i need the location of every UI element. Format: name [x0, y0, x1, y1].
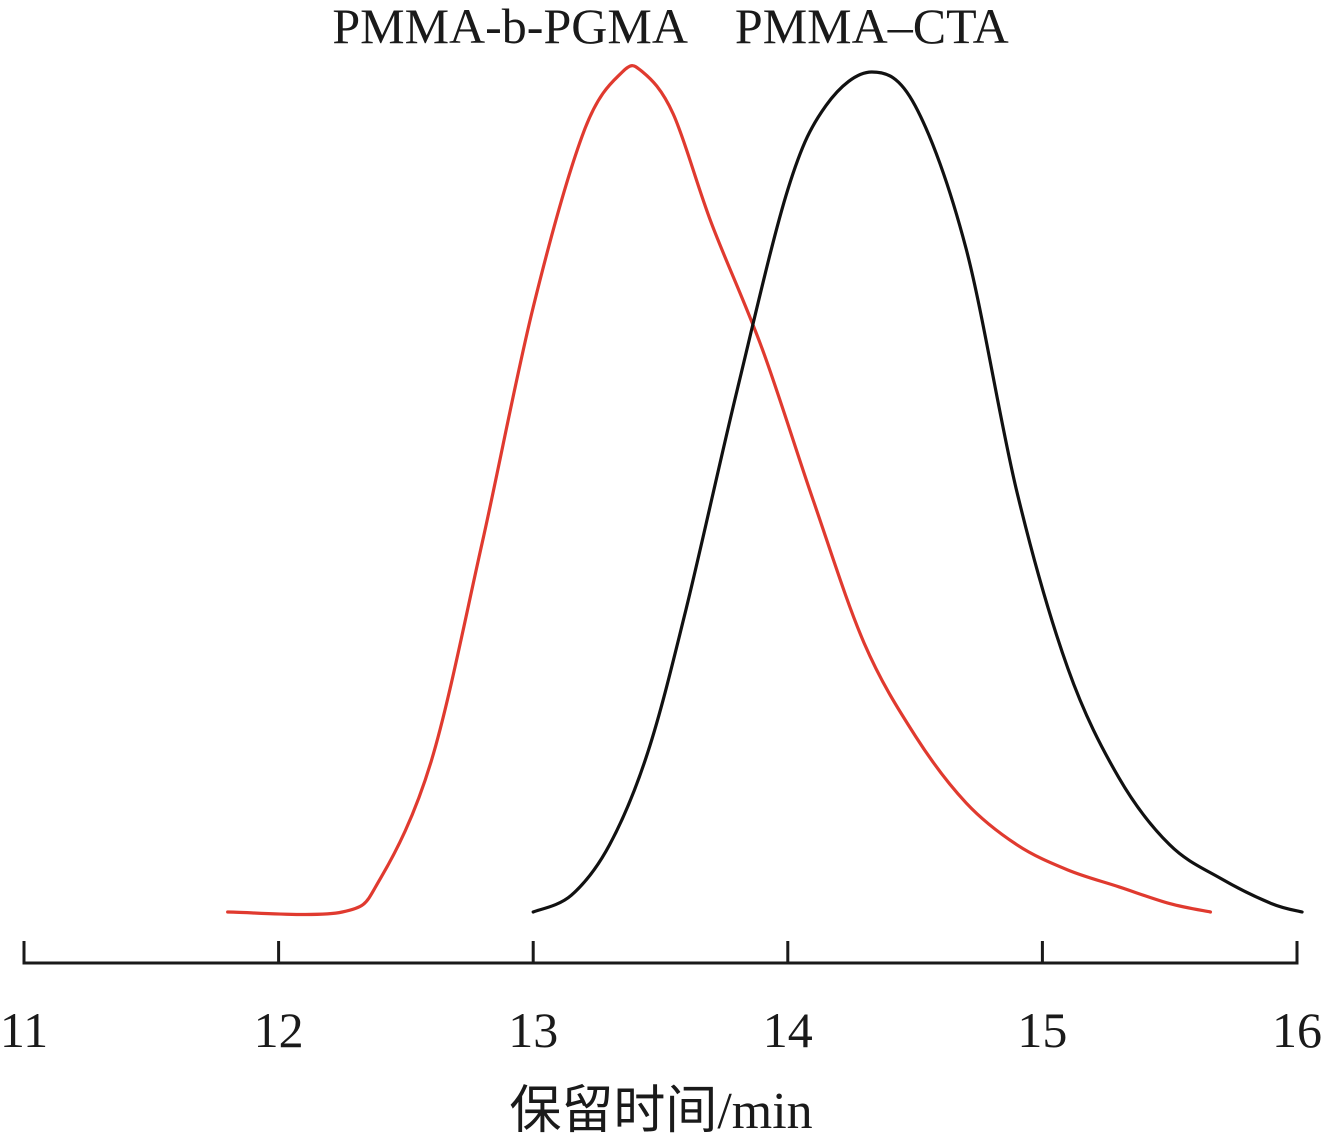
x-axis-title: 保留时间/min	[509, 1083, 812, 1140]
x-axis-ticks: 11 12 13 14 15 16	[0, 941, 1322, 1058]
x-tick-label: 11	[0, 1002, 48, 1058]
series-line-pmma-b-pgma	[226, 64, 1213, 917]
x-tick-label: 13	[508, 1002, 558, 1058]
series-line-pmma-cta	[531, 70, 1304, 914]
series-label-pmma-cta: PMMA–CTA	[735, 0, 1009, 54]
x-tick-label: 12	[254, 1002, 304, 1058]
x-tick-label: 15	[1017, 1002, 1067, 1058]
series-labels: PMMA-b-PGMA PMMA–CTA	[332, 0, 1008, 54]
curves-group	[226, 64, 1304, 917]
x-tick-label: 14	[763, 1002, 813, 1058]
x-tick-label: 16	[1272, 1002, 1322, 1058]
series-label-pmma-b-pgma: PMMA-b-PGMA	[332, 0, 688, 54]
